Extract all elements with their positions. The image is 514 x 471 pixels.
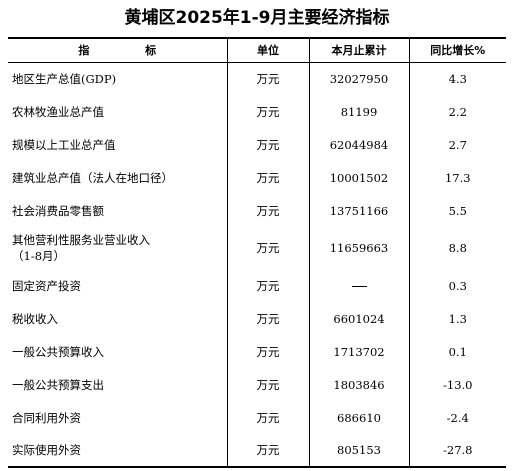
cumulative-value-cell: 62044984: [309, 128, 410, 161]
indicator-name-text: 固定资产投资: [12, 278, 81, 293]
table-row: 建筑业总产值（法人在地口径） 万元 10001502 17.3: [8, 161, 506, 194]
no-data-dash: [351, 286, 367, 287]
growth-rate-cell: 2.7: [448, 137, 467, 152]
indicator-table: 指 标 单位 本月止累计 同比增长% 地区生产总值(GDP) 万元 32027950…: [8, 37, 506, 468]
indicator-name: 固定资产投资: [8, 269, 228, 302]
indicator-name-text: 其他营利性服务业营业收入: [12, 233, 150, 247]
growth-rate-cell: 0.3: [448, 278, 467, 293]
unit-cell: 万元: [227, 128, 310, 161]
indicator-name-text: 建筑业总产值（法人在地口径）: [12, 170, 173, 185]
cumulative-value-cell: 32027950: [309, 62, 410, 95]
indicator-name: 税收收入: [8, 302, 228, 335]
indicator-name: 一般公共预算收入: [8, 335, 228, 368]
cumulative-value-cell: 10001502: [309, 161, 410, 194]
indicator-name-note: （1-8月）: [12, 249, 66, 263]
growth-rate-cell: 4.3: [448, 71, 467, 86]
table-row: 税收收入 万元 6601024 1.3: [8, 302, 506, 335]
cumulative-value-cell: 686610: [309, 401, 410, 434]
growth-rate-cell: -2.4: [446, 410, 469, 425]
column-header-indicator: 指 标: [8, 38, 228, 62]
unit-cell: 万元: [227, 269, 310, 302]
unit-cell: 万元: [227, 95, 310, 128]
indicator-name-text: 农林牧渔业总产值: [12, 104, 104, 119]
growth-rate-cell: 8.8: [448, 241, 467, 255]
growth-rate-cell: 5.5: [448, 203, 467, 218]
unit-cell: 万元: [227, 62, 310, 95]
indicator-name: 地区生产总值(GDP): [8, 62, 228, 95]
growth-rate-cell: 1.3: [448, 311, 467, 326]
unit-cell: 万元: [227, 161, 310, 194]
page-title: 黄埔区2025年1-9月主要经济指标: [124, 8, 390, 28]
table-row: 地区生产总值(GDP) 万元 32027950 4.3: [8, 62, 506, 95]
growth-rate-cell: -27.8: [443, 443, 473, 457]
column-header-unit: 单位: [227, 38, 310, 62]
cumulative-value-cell: 11659663: [309, 227, 410, 269]
cumulative-value-cell: [309, 269, 410, 302]
indicator-name-text: 一般公共预算收入: [12, 344, 104, 359]
cumulative-value-cell: 13751166: [309, 194, 410, 227]
growth-rate-cell: 2.2: [448, 104, 467, 119]
indicator-name: 建筑业总产值（法人在地口径）: [8, 161, 228, 194]
growth-rate-cell: 0.1: [448, 344, 467, 359]
growth-rate-cell: 17.3: [444, 170, 471, 185]
table-row: 社会消费品零售额 万元 13751166 5.5: [8, 194, 506, 227]
indicator-name-text: 税收收入: [12, 311, 58, 326]
unit-cell: 万元: [227, 194, 310, 227]
table-row: 固定资产投资 万元 0.3: [8, 269, 506, 302]
table-row: 其他营利性服务业营业收入 （1-8月） 万元 11659663 8.8: [8, 227, 506, 269]
indicator-name: 规模以上工业总产值: [8, 128, 228, 161]
table-row: 一般公共预算收入 万元 1713702 0.1: [8, 335, 506, 368]
cumulative-value-cell: 1803846: [309, 368, 410, 401]
indicator-name-text: 实际使用外资: [12, 443, 81, 457]
indicator-name-text: 合同利用外资: [12, 410, 81, 425]
indicator-name: 社会消费品零售额: [8, 194, 228, 227]
growth-rate-cell: -13.0: [443, 377, 473, 392]
indicator-name: 合同利用外资: [8, 401, 228, 434]
cumulative-value-cell: 805153: [309, 434, 410, 467]
table-row: 合同利用外资 万元 686610 -2.4: [8, 401, 506, 434]
indicator-name-text: 社会消费品零售额: [12, 203, 104, 218]
table-row: 一般公共预算支出 万元 1803846 -13.0: [8, 368, 506, 401]
indicator-name: 农林牧渔业总产值: [8, 95, 228, 128]
unit-cell: 万元: [227, 368, 310, 401]
indicator-name-text: 规模以上工业总产值: [12, 137, 116, 152]
unit-cell: 万元: [227, 434, 310, 467]
cumulative-value-cell: 1713702: [309, 335, 410, 368]
unit-cell: 万元: [227, 302, 310, 335]
table-header-row: 指 标 单位 本月止累计 同比增长%: [8, 38, 506, 62]
table-row: 规模以上工业总产值 万元 62044984 2.7: [8, 128, 506, 161]
unit-cell: 万元: [227, 227, 310, 269]
column-header-growth: 同比增长%: [430, 44, 486, 58]
table-row: 实际使用外资 万元 805153 -27.8: [8, 434, 506, 467]
cumulative-value-cell: 81199: [309, 95, 410, 128]
indicator-name-text: 地区生产总值(GDP): [12, 71, 117, 86]
column-header-cumulative: 本月止累计: [309, 38, 410, 62]
cumulative-value-cell: 6601024: [309, 302, 410, 335]
indicator-name: 一般公共预算支出: [8, 368, 228, 401]
indicator-name: 实际使用外资: [8, 434, 228, 467]
unit-cell: 万元: [227, 401, 310, 434]
indicator-name-text: 一般公共预算支出: [12, 377, 104, 392]
table-row: 农林牧渔业总产值 万元 81199 2.2: [8, 95, 506, 128]
unit-cell: 万元: [227, 335, 310, 368]
indicator-name: 其他营利性服务业营业收入 （1-8月）: [8, 227, 228, 269]
